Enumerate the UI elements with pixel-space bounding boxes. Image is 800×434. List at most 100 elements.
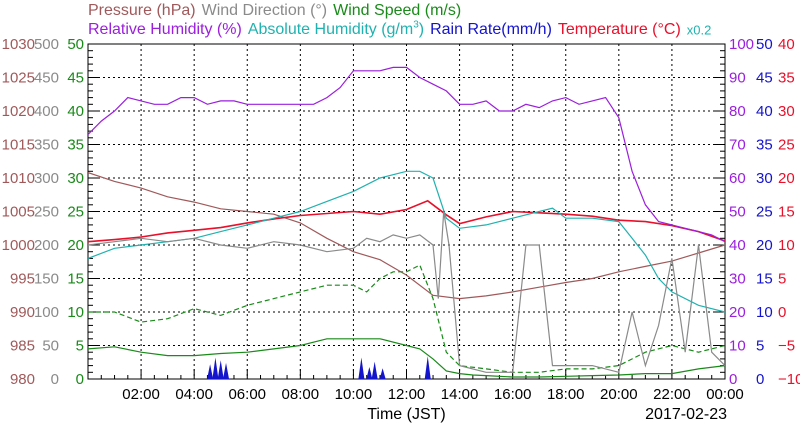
y-tick-label: 15 xyxy=(778,204,795,221)
y-tick-label: 350 xyxy=(34,137,59,154)
legend-item: Wind Direction (°) xyxy=(201,2,328,19)
rain-spike xyxy=(424,356,431,379)
y-tick-label: 70 xyxy=(729,137,746,154)
relative-humidity-line xyxy=(88,66,725,243)
y-tick-label: 10 xyxy=(778,237,795,254)
rain-spike xyxy=(223,362,230,379)
y-tick-label: 995 xyxy=(10,271,35,288)
absolute-humidity-g-m-line xyxy=(88,170,725,313)
y-tick-label: 25 xyxy=(778,137,795,154)
legend-item: Pressure (hPa) xyxy=(88,2,196,19)
wind-direction-line xyxy=(88,211,725,374)
rain-spike xyxy=(379,368,386,379)
y-tick-label: 15 xyxy=(756,271,773,288)
x-tick-label: 10:00 xyxy=(335,386,373,403)
y-tick-label: 20 xyxy=(67,237,84,254)
legend-item: Relative Humidity (%) xyxy=(88,21,242,39)
y-tick-label: 50 xyxy=(729,204,746,221)
y-tick-label: 50 xyxy=(756,36,773,53)
y-tick-label: 1020 xyxy=(2,103,35,120)
wind-speed-gust-m-s-line xyxy=(88,264,725,373)
y-tick-label: 1015 xyxy=(2,137,35,154)
y-tick-label: 1025 xyxy=(2,70,35,87)
y-tick-label: 100 xyxy=(729,36,754,53)
rain-spike xyxy=(212,357,219,379)
y-tick-label: 50 xyxy=(67,36,84,53)
y-tick-label: 1000 xyxy=(2,237,35,254)
rain-spike xyxy=(358,357,365,379)
x-tick-label: 00:00 xyxy=(706,386,744,403)
y-tick-label: 250 xyxy=(34,204,59,221)
y-tick-label: 300 xyxy=(34,170,59,187)
y-tick-label: 985 xyxy=(10,338,35,355)
y-tick-label: 0 xyxy=(76,371,84,388)
x-tick-label: 20:00 xyxy=(600,386,638,403)
y-tick-label: 30 xyxy=(778,103,795,120)
y-tick-label: 35 xyxy=(67,137,84,154)
x-tick-label: 06:00 xyxy=(228,386,266,403)
y-tick-label: 5 xyxy=(76,338,84,355)
y-tick-label: 0 xyxy=(51,371,59,388)
y-tick-label: 10 xyxy=(729,338,746,355)
x-tick-label: 12:00 xyxy=(388,386,426,403)
y-tick-label: 50 xyxy=(42,338,59,355)
y-tick-label: 10 xyxy=(756,304,773,321)
legend-item: Rain Rate(mm/h) xyxy=(430,21,552,39)
x-tick-label: 22:00 xyxy=(653,386,691,403)
legend-item: Absolute Humidity (g/m3) xyxy=(247,20,425,39)
y-tick-label: 1010 xyxy=(2,170,35,187)
y-tick-label: 5 xyxy=(778,271,786,288)
x-axis-label: Time (JST) xyxy=(367,406,446,423)
y-tick-label: −10 xyxy=(778,371,800,388)
y-tick-label: 35 xyxy=(756,137,773,154)
x-tick-label: 08:00 xyxy=(282,386,320,403)
legend-row-1: Pressure (hPa) Wind Direction (°) Wind Spe… xyxy=(88,2,467,20)
y-tick-label: 30 xyxy=(67,170,84,187)
y-tick-label: 90 xyxy=(729,70,746,87)
x-tick-label: 18:00 xyxy=(547,386,585,403)
y-tick-label: 40 xyxy=(756,103,773,120)
y-tick-label: 980 xyxy=(10,371,35,388)
rain-spike xyxy=(371,361,378,379)
y-tick-label: 20 xyxy=(778,170,795,187)
y-tick-label: 40 xyxy=(729,237,746,254)
y-tick-label: 45 xyxy=(67,70,84,87)
y-tick-label: −5 xyxy=(778,338,795,355)
y-tick-label: 1005 xyxy=(2,204,35,221)
y-tick-label: 20 xyxy=(729,304,746,321)
pressure-hpa-line xyxy=(88,172,725,300)
y-tick-label: 0 xyxy=(778,304,786,321)
y-tick-label: 40 xyxy=(67,103,84,120)
y-tick-label: 40 xyxy=(778,36,795,53)
x-tick-label: 16:00 xyxy=(494,386,532,403)
rain-spike xyxy=(366,366,373,379)
y-tick-label: 1030 xyxy=(2,36,35,53)
y-tick-label: 25 xyxy=(756,204,773,221)
y-tick-label: 30 xyxy=(729,271,746,288)
rain-spike xyxy=(207,364,214,379)
y-tick-label: 30 xyxy=(756,170,773,187)
y-tick-label: 10 xyxy=(67,304,84,321)
y-tick-label: 990 xyxy=(10,304,35,321)
wind-speed-m-s-line xyxy=(88,338,725,378)
y-tick-label: 60 xyxy=(729,170,746,187)
scale-note: x0.2 xyxy=(686,22,712,38)
y-tick-label: 400 xyxy=(34,103,59,120)
y-tick-label: 80 xyxy=(729,103,746,120)
y-tick-label: 450 xyxy=(34,70,59,87)
y-tick-label: 25 xyxy=(67,204,84,221)
legend-row-2: Relative Humidity (%) Absolute Humidity (… xyxy=(88,20,711,39)
legend-item: Wind Speed (m/s) xyxy=(333,2,462,19)
y-tick-label: 20 xyxy=(756,237,773,254)
y-tick-label: 45 xyxy=(756,70,773,87)
y-tick-label: 35 xyxy=(778,70,795,87)
y-tick-label: 500 xyxy=(34,36,59,53)
y-tick-label: 150 xyxy=(34,271,59,288)
y-tick-label: 0 xyxy=(756,371,764,388)
y-tick-label: 5 xyxy=(756,338,764,355)
y-tick-label: 200 xyxy=(34,237,59,254)
x-tick-label: 14:00 xyxy=(441,386,479,403)
x-tick-label: 02:00 xyxy=(122,386,160,403)
rain-spike xyxy=(217,360,224,379)
